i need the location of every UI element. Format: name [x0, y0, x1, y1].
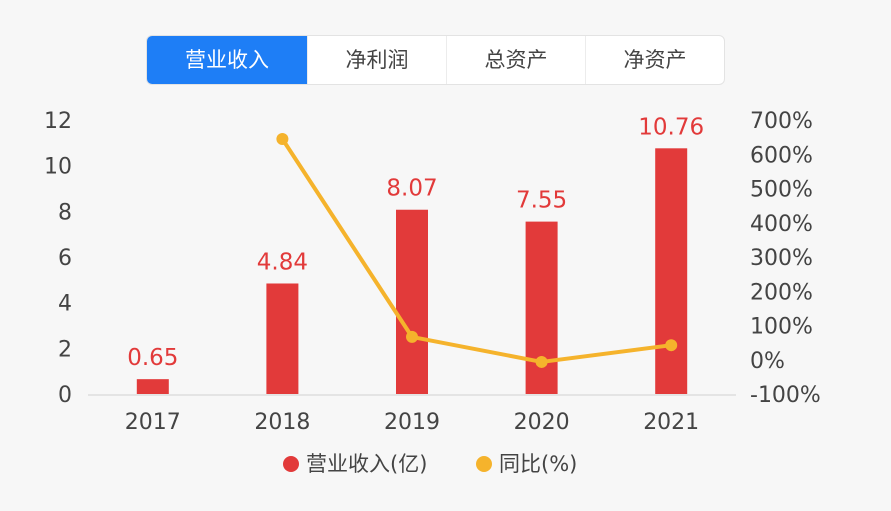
y-right-tick-label: 200%	[750, 280, 813, 305]
y-right-tick-label: 100%	[750, 315, 813, 340]
legend-label-revenue: 营业收入(亿)	[306, 452, 427, 476]
x-tick-label: 2017	[125, 410, 181, 435]
tab-net-assets[interactable]: 净资产	[585, 36, 724, 84]
x-tick-label: 2020	[514, 410, 570, 435]
bar-data-label: 10.76	[638, 114, 704, 140]
y-right-tick-label: 0%	[750, 349, 785, 374]
y-left-tick-label: 10	[44, 155, 72, 180]
y-left-tick-label: 6	[58, 246, 72, 271]
y-right-tick-label: -100%	[750, 383, 821, 408]
y-left-tick-label: 2	[58, 337, 72, 362]
y-left-tick-label: 8	[58, 200, 72, 225]
yoy-point	[276, 132, 289, 145]
bar	[525, 221, 558, 394]
bar	[266, 283, 299, 394]
y-left-tick-label: 12	[44, 109, 72, 134]
tab-total-assets[interactable]: 总资产	[446, 36, 585, 84]
bar	[136, 379, 169, 394]
legend-label-yoy: 同比(%)	[499, 452, 577, 476]
yoy-point	[665, 339, 678, 352]
bar-data-label: 4.84	[257, 249, 308, 275]
y-right-tick-label: 400%	[750, 212, 813, 237]
tab-revenue[interactable]: 营业收入	[147, 36, 307, 84]
bar-data-label: 8.07	[386, 176, 437, 202]
yoy-point	[535, 355, 548, 368]
yoy-line	[280, 137, 672, 364]
y-left-tick-label: 0	[58, 383, 72, 408]
yoy-point	[406, 330, 418, 343]
bar	[396, 209, 428, 394]
x-tick-label: 2019	[384, 410, 440, 435]
y-right-tick-label: 300%	[750, 246, 813, 271]
metric-tabs: 营业收入 净利润 总资产 净资产	[146, 35, 725, 85]
y-right-tick-label: 700%	[750, 109, 813, 134]
x-tick-label: 2021	[643, 410, 699, 435]
tab-net-profit[interactable]: 净利润	[307, 36, 446, 84]
bar-data-label: 0.65	[127, 345, 178, 371]
y-left-tick-label: 4	[58, 292, 72, 317]
legend-marker-revenue	[283, 456, 299, 472]
bar-data-label: 7.55	[516, 188, 567, 214]
y-right-tick-label: 600%	[750, 143, 813, 168]
legend-marker-yoy	[476, 456, 492, 472]
x-tick-label: 2018	[254, 410, 310, 435]
y-right-tick-label: 500%	[750, 178, 813, 203]
bar	[655, 148, 688, 394]
